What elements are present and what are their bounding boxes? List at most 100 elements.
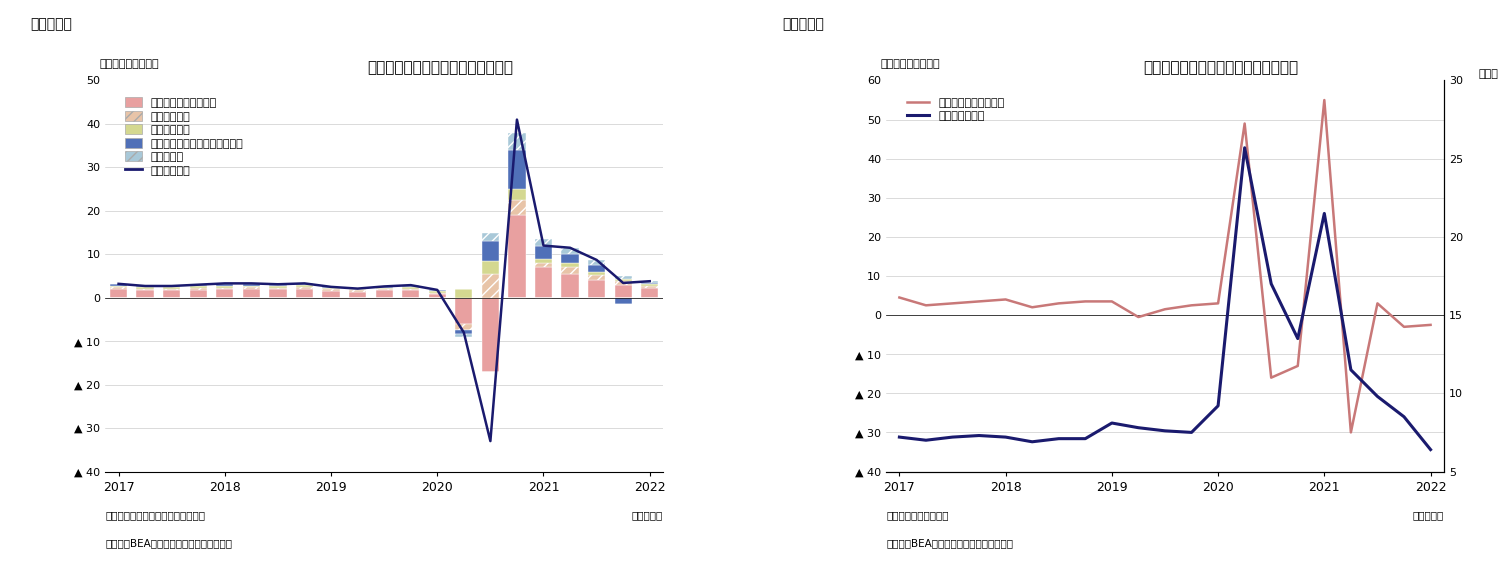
Bar: [481, 242, 499, 261]
Bar: [296, 289, 313, 298]
Bar: [190, 285, 208, 286]
Bar: [137, 286, 153, 288]
Title: 米国の実質可処分所得伸び率と貯蓄率: 米国の実質可処分所得伸び率と貯蓄率: [1143, 60, 1298, 75]
Bar: [561, 267, 579, 274]
Bar: [481, 298, 499, 371]
Bar: [641, 284, 659, 286]
Bar: [588, 275, 605, 281]
Bar: [429, 293, 445, 294]
Bar: [269, 286, 287, 288]
Bar: [561, 263, 579, 267]
Text: （資料）BEAよりニッセイ基礎研究所作成: （資料）BEAよりニッセイ基礎研究所作成: [105, 538, 232, 548]
Bar: [481, 261, 499, 274]
Bar: [349, 289, 365, 290]
Bar: [322, 291, 340, 298]
Bar: [110, 284, 128, 286]
Bar: [137, 288, 153, 289]
Bar: [561, 248, 579, 254]
Bar: [402, 286, 420, 287]
Bar: [508, 150, 525, 189]
Bar: [535, 239, 552, 246]
Text: （資料）BEAよりニッセイ基礎研究所作成: （資料）BEAよりニッセイ基礎研究所作成: [886, 538, 1014, 548]
Bar: [402, 289, 420, 290]
Bar: [217, 286, 233, 288]
Bar: [456, 334, 472, 337]
Bar: [588, 265, 605, 271]
Title: 米国の実質個人消費支出（寄与度）: 米国の実質個人消費支出（寄与度）: [367, 60, 513, 75]
Bar: [456, 324, 472, 330]
Bar: [561, 274, 579, 298]
Bar: [242, 284, 260, 286]
Bar: [456, 330, 472, 333]
Bar: [508, 133, 525, 150]
Bar: [376, 287, 393, 288]
Bar: [508, 215, 525, 298]
Bar: [217, 288, 233, 289]
Bar: [242, 283, 260, 284]
Bar: [402, 287, 420, 289]
Bar: [269, 288, 287, 289]
Bar: [190, 288, 208, 290]
Bar: [110, 289, 128, 298]
Bar: [162, 286, 180, 288]
Text: （図表４）: （図表４）: [782, 17, 824, 31]
Bar: [349, 290, 365, 292]
Bar: [242, 286, 260, 288]
Text: （前期比年率、％）: （前期比年率、％）: [880, 59, 940, 69]
Text: （前期比年率、％）: （前期比年率、％）: [99, 59, 159, 69]
Bar: [217, 284, 233, 286]
Bar: [615, 285, 632, 298]
Bar: [162, 289, 180, 290]
Bar: [269, 285, 287, 286]
Bar: [615, 277, 632, 279]
Bar: [456, 289, 472, 298]
Bar: [190, 290, 208, 298]
Bar: [588, 271, 605, 275]
Bar: [322, 289, 340, 291]
Bar: [190, 286, 208, 288]
Bar: [641, 281, 659, 282]
Bar: [456, 298, 472, 324]
Text: （四半期）: （四半期）: [632, 511, 663, 520]
Text: （注）季節調整済系列: （注）季節調整済系列: [886, 511, 949, 520]
Y-axis label: （％）: （％）: [1478, 69, 1498, 79]
Bar: [269, 289, 287, 298]
Bar: [429, 294, 445, 298]
Bar: [110, 288, 128, 289]
Bar: [349, 292, 365, 298]
Bar: [535, 267, 552, 298]
Bar: [481, 274, 499, 298]
Bar: [376, 290, 393, 298]
Bar: [615, 281, 632, 285]
Bar: [296, 284, 313, 285]
Bar: [137, 289, 153, 290]
Bar: [137, 290, 153, 298]
Text: （四半期）: （四半期）: [1412, 511, 1444, 520]
Bar: [641, 288, 659, 298]
Bar: [110, 286, 128, 288]
Legend: 実質可処分所得伸び率, 貯蓄率（右軸）: 実質可処分所得伸び率, 貯蓄率（右軸）: [902, 94, 1009, 125]
Bar: [481, 232, 499, 242]
Bar: [615, 279, 632, 281]
Bar: [561, 254, 579, 263]
Bar: [376, 288, 393, 289]
Bar: [429, 291, 445, 293]
Bar: [535, 246, 552, 259]
Bar: [535, 263, 552, 267]
Bar: [322, 288, 340, 289]
Bar: [376, 289, 393, 290]
Legend: サービス（医療除く）, 医療サービス, 非耕久消費財, 耕久消費財（自動車関連除く）, 自動車関連, 実質個人消費: サービス（医療除く）, 医療サービス, 非耕久消費財, 耕久消費財（自動車関連除…: [122, 94, 247, 179]
Bar: [615, 298, 632, 304]
Bar: [269, 284, 287, 285]
Bar: [242, 288, 260, 289]
Bar: [429, 290, 445, 291]
Bar: [296, 287, 313, 289]
Bar: [162, 288, 180, 289]
Bar: [641, 282, 659, 284]
Bar: [402, 290, 420, 298]
Bar: [588, 260, 605, 265]
Bar: [535, 259, 552, 263]
Text: （注）季節調整済系列の前期比年率: （注）季節調整済系列の前期比年率: [105, 511, 205, 520]
Bar: [508, 189, 525, 200]
Bar: [508, 200, 525, 215]
